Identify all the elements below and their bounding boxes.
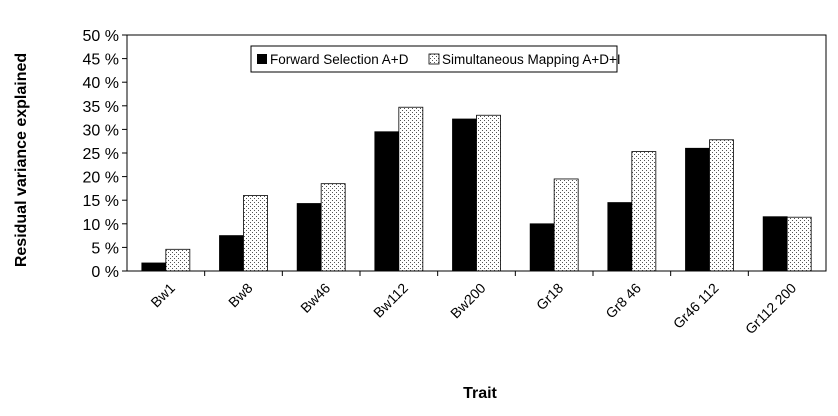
bar-simultaneous-mapping — [553, 178, 579, 272]
y-tick-label: 15 % — [83, 193, 119, 210]
bar-simultaneous-mapping — [786, 216, 812, 272]
legend-swatch-simultaneous-mapping — [428, 53, 440, 65]
bar-forward-selection — [219, 235, 244, 272]
y-tick-label: 0 % — [91, 264, 119, 281]
legend: Forward Selection A+D Simultaneous Mappi… — [250, 45, 621, 73]
bar-forward-selection — [374, 131, 400, 272]
legend-label-forward-selection: Forward Selection A+D — [270, 52, 409, 67]
y-tick-label: 10 % — [83, 217, 119, 234]
bar-forward-selection — [529, 223, 555, 272]
bar-forward-selection — [296, 203, 322, 272]
x-tick-label: Bw200 — [447, 280, 489, 322]
y-tick-label: 25 % — [83, 146, 119, 163]
x-axis-title: Trait — [463, 385, 497, 402]
x-tick-label: Gr18 — [533, 280, 566, 313]
x-tick-label: Bw1 — [147, 280, 178, 311]
bar-simultaneous-mapping — [165, 248, 191, 272]
bar-simultaneous-mapping — [476, 114, 501, 272]
bar-forward-selection — [607, 202, 633, 272]
x-tick-label: Gr112 200 — [742, 280, 800, 338]
legend-swatch-forward-selection — [257, 54, 267, 64]
bar-simultaneous-mapping — [320, 183, 346, 272]
y-tick-label: 35 % — [83, 99, 119, 116]
x-tick-label: Bw46 — [297, 280, 333, 316]
bar-simultaneous-mapping — [243, 195, 268, 272]
x-tick-label: Gr8 46 — [602, 280, 644, 322]
y-tick-label: 40 % — [83, 75, 119, 92]
y-tick-label: 50 % — [83, 28, 119, 45]
y-axis-title: Residual variance explained — [13, 53, 30, 267]
bar-simultaneous-mapping — [709, 139, 734, 272]
bar-simultaneous-mapping — [398, 106, 424, 272]
x-tick-label: Bw112 — [370, 280, 411, 321]
bar-forward-selection — [762, 216, 788, 272]
y-tick-label: 5 % — [91, 240, 119, 257]
x-tick-label: Gr46 112 — [670, 280, 722, 332]
bar-forward-selection — [141, 262, 167, 272]
bar-forward-selection — [452, 118, 477, 272]
bar-simultaneous-mapping — [631, 151, 657, 272]
x-tick-label: Bw8 — [225, 280, 256, 311]
y-tick-label: 45 % — [83, 52, 119, 69]
legend-label-simultaneous-mapping: Simultaneous Mapping A+D+I — [442, 52, 621, 67]
y-tick-label: 20 % — [83, 170, 119, 187]
y-tick-label: 30 % — [83, 122, 119, 139]
bar-forward-selection — [685, 147, 710, 272]
